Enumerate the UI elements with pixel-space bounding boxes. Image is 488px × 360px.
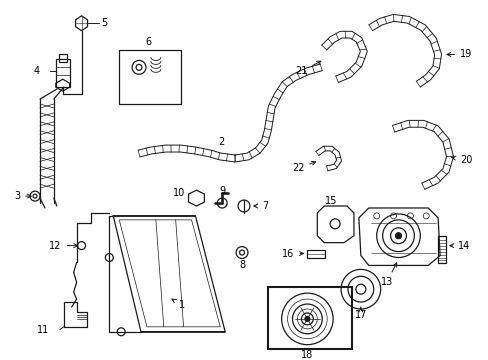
- Text: 15: 15: [325, 196, 337, 206]
- Text: 13: 13: [380, 263, 396, 287]
- Text: 5: 5: [101, 18, 107, 28]
- Text: 11: 11: [37, 325, 49, 335]
- Circle shape: [395, 233, 401, 239]
- Text: 1: 1: [172, 299, 184, 310]
- Text: 18: 18: [301, 350, 313, 360]
- Text: 20: 20: [451, 156, 471, 166]
- Text: 7: 7: [253, 201, 267, 211]
- Bar: [267, 287, 351, 348]
- Text: 19: 19: [446, 49, 471, 59]
- Text: 21: 21: [294, 61, 320, 76]
- Text: 6: 6: [145, 37, 152, 46]
- Text: 8: 8: [239, 260, 244, 270]
- Bar: [56, 59, 70, 87]
- Bar: [437, 236, 445, 264]
- Bar: [59, 54, 66, 62]
- Bar: [119, 50, 180, 104]
- Text: 10: 10: [173, 188, 185, 198]
- Text: 9: 9: [219, 186, 225, 196]
- Bar: [307, 249, 325, 257]
- Text: 14: 14: [449, 240, 469, 251]
- Text: 12: 12: [49, 240, 78, 251]
- Text: 22: 22: [291, 161, 315, 174]
- Text: 3: 3: [14, 191, 31, 201]
- Text: 4: 4: [34, 66, 40, 76]
- Text: 2: 2: [218, 137, 224, 147]
- Text: 17: 17: [354, 307, 366, 320]
- Circle shape: [305, 316, 309, 321]
- Text: 16: 16: [282, 248, 303, 258]
